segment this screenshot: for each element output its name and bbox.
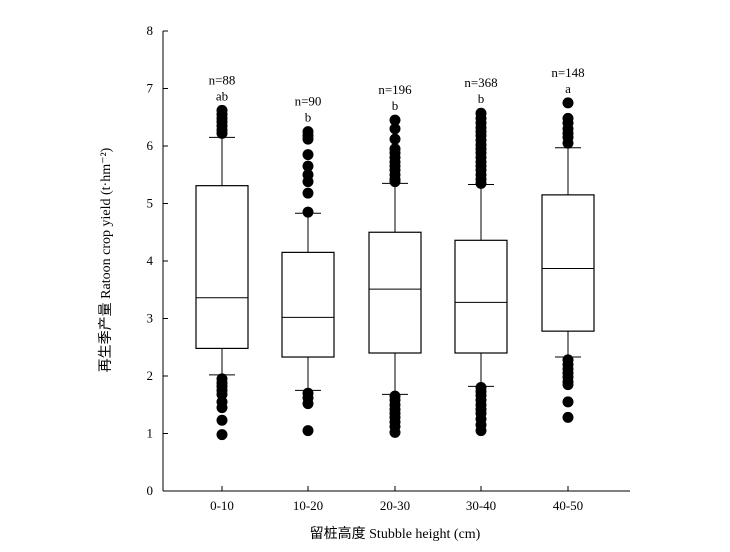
outlier-point [475,177,487,189]
outlier-point [389,176,401,188]
significance-letter: b [478,91,485,106]
x-tick-label: 10-20 [293,498,323,513]
sample-size-label: n=88 [209,72,236,87]
outlier-point [562,396,574,408]
outlier-point [302,398,314,410]
outlier-point [389,114,401,126]
y-tick-label: 8 [147,23,154,38]
box-iqr [281,251,335,358]
outlier-point [389,133,401,145]
outlier-point [475,425,487,437]
x-tick-label: 40-50 [553,498,583,513]
y-tick-label: 3 [147,311,154,326]
outlier-point [216,127,228,139]
outlier-point [302,206,314,218]
y-tick-label: 1 [147,426,154,441]
outlier-point [302,187,314,199]
y-tick-label: 6 [147,138,154,153]
x-tick-label: 30-40 [466,498,496,513]
plot-area: 0123456780-10abn=8810-20bn=9020-30bn=196… [147,23,630,513]
y-tick-label: 5 [147,196,154,211]
sample-size-label: n=196 [378,82,412,97]
x-tick-label: 20-30 [380,498,410,513]
outlier-point [562,411,574,423]
significance-letter: ab [216,88,228,103]
outlier-point [302,425,314,437]
box-iqr [195,185,249,350]
outlier-point [562,137,574,149]
outlier-point [302,133,314,145]
significance-letter: b [305,110,312,125]
outlier-point [302,160,314,172]
significance-letter: b [392,98,399,113]
sample-size-label: n=90 [295,94,322,109]
y-tick-label: 2 [147,368,154,383]
x-axis-title: 留桩高度 Stubble height (cm) [310,525,481,542]
outlier-point [562,379,574,391]
significance-letter: a [565,81,571,96]
y-tick-label: 7 [147,81,154,96]
y-axis-title: 再生季产量 Ratoon crop yield (t·hm⁻²) [98,147,114,372]
x-tick-label: 0-10 [210,498,234,513]
outlier-point [216,429,228,441]
outlier-point [562,97,574,109]
y-tick-label: 0 [147,483,154,498]
outlier-point [216,414,228,426]
outlier-point [389,123,401,135]
box-iqr [368,231,422,354]
box-iqr [541,194,595,332]
outlier-point [389,426,401,438]
sample-size-label: n=368 [464,75,497,90]
outlier-point [302,149,314,161]
outlier-point [216,402,228,414]
box-iqr [454,239,508,354]
outlier-point [302,176,314,188]
y-tick-label: 4 [147,253,154,268]
sample-size-label: n=148 [551,65,584,80]
